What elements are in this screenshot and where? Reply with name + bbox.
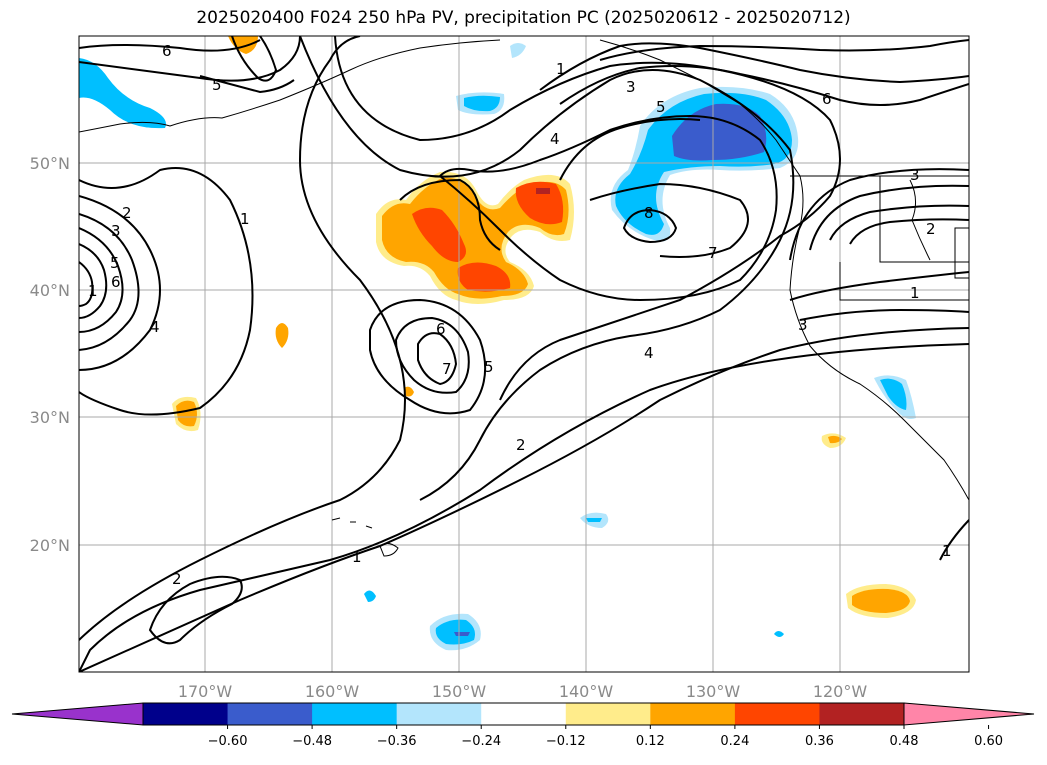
contour-label: 6 (822, 90, 832, 108)
precip-patch (536, 188, 550, 194)
pv-contour-labels: 6 5 2 3 5 6 1 4 1 1 2 2 3 5 4 6 7 5 4 1 … (88, 42, 952, 588)
latitude-labels: 50°N 40°N 30°N 20°N (30, 154, 70, 555)
contour-label: 6 (436, 320, 446, 338)
contour-label: 5 (656, 98, 666, 116)
precip-patch (774, 631, 784, 637)
colorbar-cell (565, 703, 651, 725)
colorbar-tick-label: −0.24 (461, 734, 501, 749)
colorbar-cell (481, 703, 567, 725)
colorbar-tick-label: −0.12 (546, 734, 586, 749)
precip-patch (454, 632, 470, 636)
contour-label: 7 (708, 244, 718, 262)
contour-label: 3 (798, 316, 808, 334)
lon-label: 140°W (559, 682, 614, 701)
map-title: 2025020400 F024 250 hPa PV, precipitatio… (196, 8, 851, 28)
colorbar: −0.60 −0.48 −0.36 −0.24 −0.12 0.12 0.24 0.36 0.4… (11, 702, 1035, 749)
contour-label: 6 (162, 42, 172, 60)
contour-label: 5 (110, 254, 120, 272)
colorbar-cell (227, 703, 313, 725)
lon-label: 130°W (686, 682, 741, 701)
precip-patch (412, 207, 466, 262)
precip-fields (79, 36, 916, 651)
contour-label: 4 (550, 130, 560, 148)
colorbar-frame (142, 702, 905, 726)
gridlines (79, 36, 969, 672)
contour-label: 4 (644, 344, 654, 362)
precip-patch (828, 435, 842, 444)
longitude-labels: 170°W 160°W 150°W 140°W 130°W 120°W (178, 682, 868, 701)
contour-label: 6 (111, 273, 121, 291)
contour-label: 1 (556, 60, 566, 78)
colorbar-cell (143, 703, 229, 725)
precip-patch (404, 386, 414, 397)
precip-patch (79, 58, 166, 129)
contour-label: 1 (352, 548, 362, 566)
contour-label: 3 (910, 166, 920, 184)
precip-patch (176, 400, 197, 427)
precip-patch (275, 323, 289, 348)
colorbar-tick-label: −0.60 (208, 734, 248, 749)
precip-patch (364, 590, 376, 602)
contour-label: 2 (926, 220, 936, 238)
precip-patch (586, 518, 602, 522)
colorbar-tick-label: 0.60 (974, 734, 1003, 749)
colorbar-extend-left (11, 702, 144, 726)
precip-patch (228, 36, 258, 54)
pv-contours (79, 36, 969, 672)
colorbar-extend-right (903, 702, 1035, 726)
colorbar-tick-label: 0.12 (636, 734, 665, 749)
contour-label: 8 (644, 204, 654, 222)
contour-label: 5 (212, 76, 222, 94)
contour-label: 2 (122, 204, 132, 222)
contour-label: 7 (442, 360, 452, 378)
contour-label: 3 (111, 222, 121, 240)
precip-patch (672, 103, 767, 161)
colorbar-cell (734, 703, 820, 725)
colorbar-tick-label: 0.24 (720, 734, 749, 749)
map-border (78, 35, 970, 673)
contour-label: 5 (484, 358, 494, 376)
lon-label: 160°W (305, 682, 360, 701)
colorbar-cell (819, 703, 905, 725)
contour-label: 4 (150, 318, 160, 336)
precip-patch (464, 95, 500, 112)
contour-label: 2 (516, 436, 526, 454)
contour-label: 1 (240, 210, 250, 228)
lon-label: 170°W (178, 682, 233, 701)
colorbar-cell (650, 703, 736, 725)
colorbar-tick-label: 0.36 (805, 734, 834, 749)
precip-patch (880, 378, 907, 410)
colorbar-cell (396, 703, 482, 725)
precip-patch (510, 43, 526, 58)
contour-label: 3 (626, 78, 636, 96)
contour-label: 1 (910, 284, 920, 302)
precip-patch (515, 181, 564, 225)
contour-label: 1 (942, 542, 952, 560)
colorbar-tick-label: −0.48 (292, 734, 332, 749)
lon-label: 120°W (813, 682, 868, 701)
colorbar-tick-label: −0.36 (377, 734, 417, 749)
lat-label: 40°N (30, 281, 70, 300)
colorbar-tick-label: 0.48 (890, 734, 919, 749)
precip-patch (852, 588, 910, 613)
lat-label: 30°N (30, 408, 70, 427)
colorbar-cell (312, 703, 398, 725)
lon-label: 150°W (432, 682, 487, 701)
lat-label: 50°N (30, 154, 70, 173)
precip-patch (457, 262, 511, 292)
contour-label: 2 (172, 570, 182, 588)
contour-label: 1 (88, 282, 98, 300)
lat-label: 20°N (30, 536, 70, 555)
